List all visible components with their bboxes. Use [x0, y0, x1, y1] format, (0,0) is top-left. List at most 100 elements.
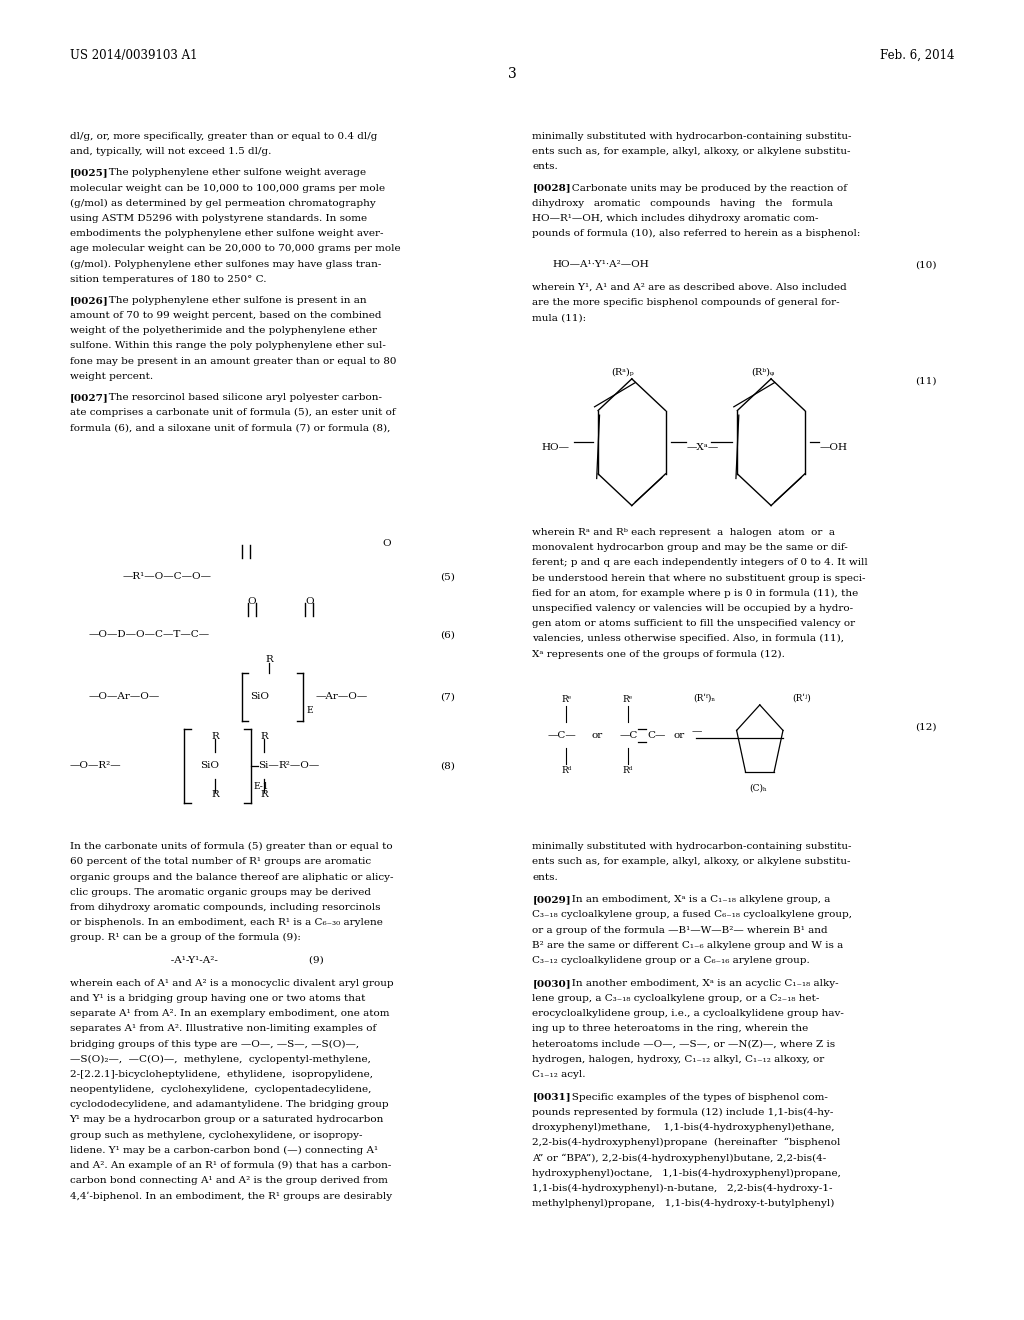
Text: Rᵉ: Rᵉ	[623, 696, 633, 704]
Text: 60 percent of the total number of R¹ groups are aromatic: 60 percent of the total number of R¹ gro…	[70, 858, 371, 866]
Text: wherein Rᵃ and Rᵇ each represent  a  halogen  atom  or  a: wherein Rᵃ and Rᵇ each represent a halog…	[532, 528, 836, 537]
Text: Rᵈ: Rᵈ	[623, 767, 633, 775]
Text: Carbonate units may be produced by the reaction of: Carbonate units may be produced by the r…	[562, 183, 847, 193]
Text: O: O	[248, 598, 256, 606]
Text: [0031]: [0031]	[532, 1093, 571, 1102]
Text: formula (6), and a siloxane unit of formula (7) or formula (8),: formula (6), and a siloxane unit of form…	[70, 424, 390, 433]
Text: C₃₋₁₈ cycloalkylene group, a fused C₆₋₁₈ cycloalkylene group,: C₃₋₁₈ cycloalkylene group, a fused C₆₋₁₈…	[532, 911, 852, 920]
Text: methylphenyl)propane,   1,1-bis(4-hydroxy-t-butylphenyl): methylphenyl)propane, 1,1-bis(4-hydroxy-…	[532, 1199, 835, 1208]
Text: group. R¹ can be a group of the formula (9):: group. R¹ can be a group of the formula …	[70, 933, 300, 942]
Text: O: O	[305, 598, 313, 606]
Text: O: O	[382, 540, 391, 548]
Text: R: R	[265, 656, 273, 664]
Text: B² are the same or different C₁₋₆ alkylene group and W is a: B² are the same or different C₁₋₆ alkyle…	[532, 941, 844, 950]
Text: gen atom or atoms sufficient to fill the unspecified valency or: gen atom or atoms sufficient to fill the…	[532, 619, 856, 628]
Text: —S(O)₂—,  —C(O)—,  methylene,  cyclopentyl-methylene,: —S(O)₂—, —C(O)—, methylene, cyclopentyl-…	[70, 1055, 371, 1064]
Text: US 2014/0039103 A1: US 2014/0039103 A1	[70, 49, 198, 62]
Text: Y¹ may be a hydrocarbon group or a saturated hydrocarbon: Y¹ may be a hydrocarbon group or a satur…	[70, 1115, 384, 1125]
Text: droxyphenyl)methane,    1,1-bis(4-hydroxyphenyl)ethane,: droxyphenyl)methane, 1,1-bis(4-hydroxyph…	[532, 1123, 835, 1133]
Text: lidene. Y¹ may be a carbon-carbon bond (—) connecting A¹: lidene. Y¹ may be a carbon-carbon bond (…	[70, 1146, 378, 1155]
Text: [0029]: [0029]	[532, 895, 571, 904]
Text: separate A¹ from A². In an exemplary embodiment, one atom: separate A¹ from A². In an exemplary emb…	[70, 1010, 389, 1018]
Text: In another embodiment, Xᵃ is an acyclic C₁₋₁₈ alky-: In another embodiment, Xᵃ is an acyclic …	[562, 979, 839, 987]
Text: minimally substituted with hydrocarbon-containing substitu-: minimally substituted with hydrocarbon-c…	[532, 842, 852, 851]
Text: bridging groups of this type are —O—, —S—, —S(O)—,: bridging groups of this type are —O—, —S…	[70, 1040, 358, 1048]
Text: HO—R¹—OH, which includes dihydroxy aromatic com-: HO—R¹—OH, which includes dihydroxy aroma…	[532, 214, 819, 223]
Text: -A¹-Y¹-A²-                            (9): -A¹-Y¹-A²- (9)	[70, 956, 324, 965]
Text: using ASTM D5296 with polystyrene standards. In some: using ASTM D5296 with polystyrene standa…	[70, 214, 367, 223]
Text: R²—O—: R²—O—	[279, 762, 319, 770]
Text: E: E	[306, 706, 312, 714]
Text: (Rᵃ)ₚ: (Rᵃ)ₚ	[611, 368, 634, 376]
Text: —C: —C	[620, 731, 638, 739]
Text: amount of 70 to 99 weight percent, based on the combined: amount of 70 to 99 weight percent, based…	[70, 312, 381, 321]
Text: lene group, a C₃₋₁₈ cycloalkylene group, or a C₂₋₁₈ het-: lene group, a C₃₋₁₈ cycloalkylene group,…	[532, 994, 820, 1003]
Text: E-1: E-1	[254, 783, 269, 791]
Text: ing up to three heteroatoms in the ring, wherein the: ing up to three heteroatoms in the ring,…	[532, 1024, 809, 1034]
Text: —: —	[691, 727, 701, 735]
Text: ents.: ents.	[532, 873, 558, 882]
Text: [0027]: [0027]	[70, 393, 109, 403]
Text: monovalent hydrocarbon group and may be the same or dif-: monovalent hydrocarbon group and may be …	[532, 544, 848, 552]
Text: 1,1-bis(4-hydroxyphenyl)-n-butane,   2,2-bis(4-hydroxy-1-: 1,1-bis(4-hydroxyphenyl)-n-butane, 2,2-b…	[532, 1184, 833, 1193]
Text: 2-[2.2.1]-bicycloheptylidene,  ethylidene,  isopropylidene,: 2-[2.2.1]-bicycloheptylidene, ethylidene…	[70, 1071, 373, 1078]
Text: embodiments the polyphenylene ether sulfone weight aver-: embodiments the polyphenylene ether sulf…	[70, 230, 383, 238]
Text: sition temperatures of 180 to 250° C.: sition temperatures of 180 to 250° C.	[70, 275, 266, 284]
Text: Specific examples of the types of bisphenol com-: Specific examples of the types of bisphe…	[562, 1093, 827, 1102]
Text: SiO: SiO	[200, 762, 219, 770]
Text: R: R	[260, 733, 268, 741]
Text: R: R	[211, 733, 219, 741]
Text: [0026]: [0026]	[70, 296, 109, 305]
Text: The resorcinol based silicone aryl polyester carbon-: The resorcinol based silicone aryl polye…	[99, 393, 382, 403]
Text: wherein Y¹, A¹ and A² are as described above. Also included: wherein Y¹, A¹ and A² are as described a…	[532, 282, 847, 292]
Text: (12): (12)	[915, 722, 937, 731]
Text: carbon bond connecting A¹ and A² is the group derived from: carbon bond connecting A¹ and A² is the …	[70, 1176, 387, 1185]
Text: —Xᵃ—: —Xᵃ—	[686, 444, 718, 451]
Text: cyclododecylidene, and adamantylidene. The bridging group: cyclododecylidene, and adamantylidene. T…	[70, 1101, 388, 1109]
Text: and Y¹ is a bridging group having one or two atoms that: and Y¹ is a bridging group having one or…	[70, 994, 365, 1003]
Text: sulfone. Within this range the poly polyphenylene ether sul-: sulfone. Within this range the poly poly…	[70, 342, 385, 351]
Text: (8): (8)	[440, 762, 456, 770]
Text: R: R	[211, 791, 219, 799]
Text: dl/g, or, more specifically, greater than or equal to 0.4 dl/g: dl/g, or, more specifically, greater tha…	[70, 132, 377, 141]
Text: separates A¹ from A². Illustrative non-limiting examples of: separates A¹ from A². Illustrative non-l…	[70, 1024, 376, 1034]
Text: ferent; p and q are each independently integers of 0 to 4. It will: ferent; p and q are each independently i…	[532, 558, 868, 568]
Text: neopentylidene,  cyclohexylidene,  cyclopentadecylidene,: neopentylidene, cyclohexylidene, cyclope…	[70, 1085, 371, 1094]
Text: (Rᵇ)ᵩ: (Rᵇ)ᵩ	[752, 368, 775, 376]
Text: or: or	[592, 731, 603, 739]
Text: weight percent.: weight percent.	[70, 372, 153, 381]
Text: —O—Ar—O—: —O—Ar—O—	[88, 693, 160, 701]
Text: (C)ₕ: (C)ₕ	[750, 784, 767, 792]
Text: clic groups. The aromatic organic groups may be derived: clic groups. The aromatic organic groups…	[70, 888, 371, 896]
Text: mula (11):: mula (11):	[532, 313, 587, 322]
Text: hydrogen, halogen, hydroxy, C₁₋₁₂ alkyl, C₁₋₁₂ alkoxy, or: hydrogen, halogen, hydroxy, C₁₋₁₂ alkyl,…	[532, 1055, 824, 1064]
Text: (10): (10)	[915, 260, 937, 269]
Text: HO—A¹·Y¹·A²—OH: HO—A¹·Y¹·A²—OH	[553, 260, 649, 269]
Text: ents such as, for example, alkyl, alkoxy, or alkylene substitu-: ents such as, for example, alkyl, alkoxy…	[532, 858, 851, 866]
Text: pounds of formula (10), also referred to herein as a bisphenol:: pounds of formula (10), also referred to…	[532, 230, 861, 239]
Text: —R¹—O—C—O—: —R¹—O—C—O—	[123, 573, 212, 581]
Text: (Rʹᶠ)ₙ: (Rʹᶠ)ₙ	[693, 694, 716, 702]
Text: or: or	[674, 731, 685, 739]
Text: The polyphenylene ether sulfone is present in an: The polyphenylene ether sulfone is prese…	[99, 296, 367, 305]
Text: hydroxyphenyl)octane,   1,1-bis(4-hydroxyphenyl)propane,: hydroxyphenyl)octane, 1,1-bis(4-hydroxyp…	[532, 1168, 842, 1177]
Text: valencies, unless otherwise specified. Also, in formula (11),: valencies, unless otherwise specified. A…	[532, 634, 845, 643]
Text: The polyphenylene ether sulfone weight average: The polyphenylene ether sulfone weight a…	[99, 169, 367, 177]
Text: dihydroxy   aromatic   compounds   having   the   formula: dihydroxy aromatic compounds having the …	[532, 199, 834, 207]
Text: ents such as, for example, alkyl, alkoxy, or alkylene substitu-: ents such as, for example, alkyl, alkoxy…	[532, 147, 851, 156]
Text: (g/mol) as determined by gel permeation chromatography: (g/mol) as determined by gel permeation …	[70, 199, 376, 209]
Text: (11): (11)	[915, 376, 937, 385]
Text: organic groups and the balance thereof are aliphatic or alicy-: organic groups and the balance thereof a…	[70, 873, 393, 882]
Text: or bisphenols. In an embodiment, each R¹ is a C₆₋₃₀ arylene: or bisphenols. In an embodiment, each R¹…	[70, 919, 383, 927]
Text: wherein each of A¹ and A² is a monocyclic divalent aryl group: wherein each of A¹ and A² is a monocycli…	[70, 979, 393, 987]
Text: Xᵃ represents one of the groups of formula (12).: Xᵃ represents one of the groups of formu…	[532, 649, 785, 659]
Text: pounds represented by formula (12) include 1,1-bis(4-hy-: pounds represented by formula (12) inclu…	[532, 1107, 834, 1117]
Text: C₁₋₁₂ acyl.: C₁₋₁₂ acyl.	[532, 1071, 586, 1078]
Text: weight of the polyetherimide and the polyphenylene ether: weight of the polyetherimide and the pol…	[70, 326, 377, 335]
Text: fone may be present in an amount greater than or equal to 80: fone may be present in an amount greater…	[70, 356, 396, 366]
Text: are the more specific bisphenol compounds of general for-: are the more specific bisphenol compound…	[532, 298, 840, 308]
Text: fied for an atom, for example where p is 0 in formula (11), the: fied for an atom, for example where p is…	[532, 589, 859, 598]
Text: ents.: ents.	[532, 162, 558, 172]
Text: Si—: Si—	[258, 762, 279, 770]
Text: ate comprises a carbonate unit of formula (5), an ester unit of: ate comprises a carbonate unit of formul…	[70, 408, 395, 417]
